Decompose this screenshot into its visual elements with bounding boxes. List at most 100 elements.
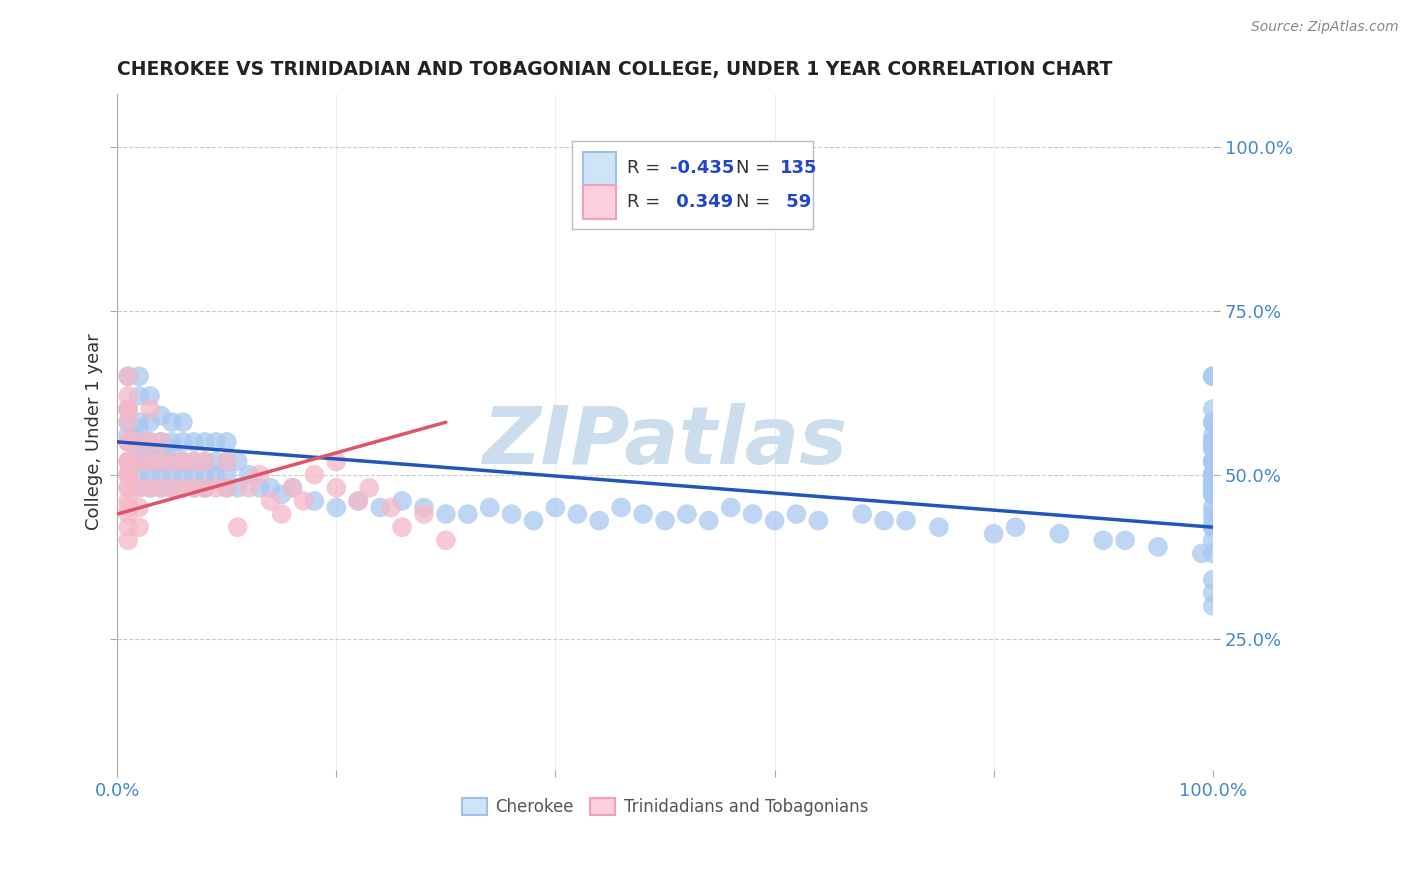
Point [654, 514, 676, 528]
Point [270, 507, 292, 521]
Point [194, 481, 217, 495]
Point [139, 454, 162, 468]
Point [128, 481, 150, 495]
Point [128, 454, 150, 468]
Point [215, 481, 238, 495]
Point [215, 467, 238, 482]
Point [928, 520, 950, 534]
Point [117, 415, 139, 429]
Point [434, 533, 457, 548]
Point [117, 500, 139, 515]
Point [139, 442, 162, 456]
Point [359, 481, 381, 495]
Point [139, 481, 162, 495]
FancyBboxPatch shape [583, 152, 616, 186]
Point [183, 434, 205, 449]
Point [117, 402, 139, 417]
Point [588, 514, 610, 528]
Point [160, 481, 183, 495]
Point [1202, 481, 1225, 495]
Point [117, 533, 139, 548]
Point [544, 500, 567, 515]
Point [1202, 434, 1225, 449]
Point [117, 434, 139, 449]
Point [128, 467, 150, 482]
Point [413, 500, 436, 515]
Point [785, 507, 807, 521]
Point [1202, 454, 1225, 468]
Point [183, 481, 205, 495]
Point [1202, 415, 1225, 429]
Point [1202, 533, 1225, 548]
Y-axis label: College, Under 1 year: College, Under 1 year [86, 334, 103, 531]
Point [172, 454, 194, 468]
Point [983, 526, 1005, 541]
Point [117, 434, 139, 449]
Point [194, 481, 217, 495]
Point [325, 454, 347, 468]
Point [117, 434, 139, 449]
Point [139, 467, 162, 482]
Point [1114, 533, 1136, 548]
Text: N =: N = [737, 194, 776, 211]
Point [194, 454, 217, 468]
Point [1202, 546, 1225, 560]
Point [249, 467, 271, 482]
Point [150, 454, 173, 468]
Point [117, 467, 139, 482]
Point [1202, 507, 1225, 521]
Text: CHEROKEE VS TRINIDADIAN AND TOBAGONIAN COLLEGE, UNDER 1 YEAR CORRELATION CHART: CHEROKEE VS TRINIDADIAN AND TOBAGONIAN C… [117, 60, 1112, 78]
Text: 135: 135 [780, 160, 817, 178]
Point [117, 428, 139, 442]
Point [160, 481, 183, 495]
Point [226, 454, 249, 468]
Point [117, 402, 139, 417]
Point [1092, 533, 1115, 548]
Point [128, 434, 150, 449]
Point [128, 448, 150, 462]
Point [117, 402, 139, 417]
Point [1202, 467, 1225, 482]
FancyBboxPatch shape [572, 141, 813, 229]
Point [150, 467, 173, 482]
Point [249, 481, 271, 495]
Legend: Cherokee, Trinidadians and Tobagonians: Cherokee, Trinidadians and Tobagonians [456, 791, 875, 822]
Point [1202, 481, 1225, 495]
Point [873, 514, 896, 528]
Point [1202, 467, 1225, 482]
Point [160, 454, 183, 468]
Point [807, 514, 830, 528]
Point [631, 507, 654, 521]
Point [567, 507, 589, 521]
Point [1202, 481, 1225, 495]
Point [215, 454, 238, 468]
Point [194, 454, 217, 468]
Point [117, 389, 139, 403]
Point [117, 454, 139, 468]
Point [434, 507, 457, 521]
Point [368, 500, 391, 515]
Point [150, 434, 173, 449]
Point [117, 467, 139, 482]
Point [741, 507, 763, 521]
Point [160, 454, 183, 468]
Point [128, 500, 150, 515]
Point [1202, 514, 1225, 528]
Point [128, 422, 150, 436]
Point [259, 494, 281, 508]
Point [139, 434, 162, 449]
Point [194, 467, 217, 482]
Point [851, 507, 873, 521]
Text: 59: 59 [780, 194, 811, 211]
Point [697, 514, 720, 528]
Text: 0.349: 0.349 [671, 194, 734, 211]
Point [1191, 546, 1213, 560]
Point [139, 402, 162, 417]
Point [172, 481, 194, 495]
Point [1202, 475, 1225, 489]
Point [763, 514, 786, 528]
Point [1202, 434, 1225, 449]
Point [1004, 520, 1026, 534]
Point [1202, 586, 1225, 600]
Point [1202, 467, 1225, 482]
